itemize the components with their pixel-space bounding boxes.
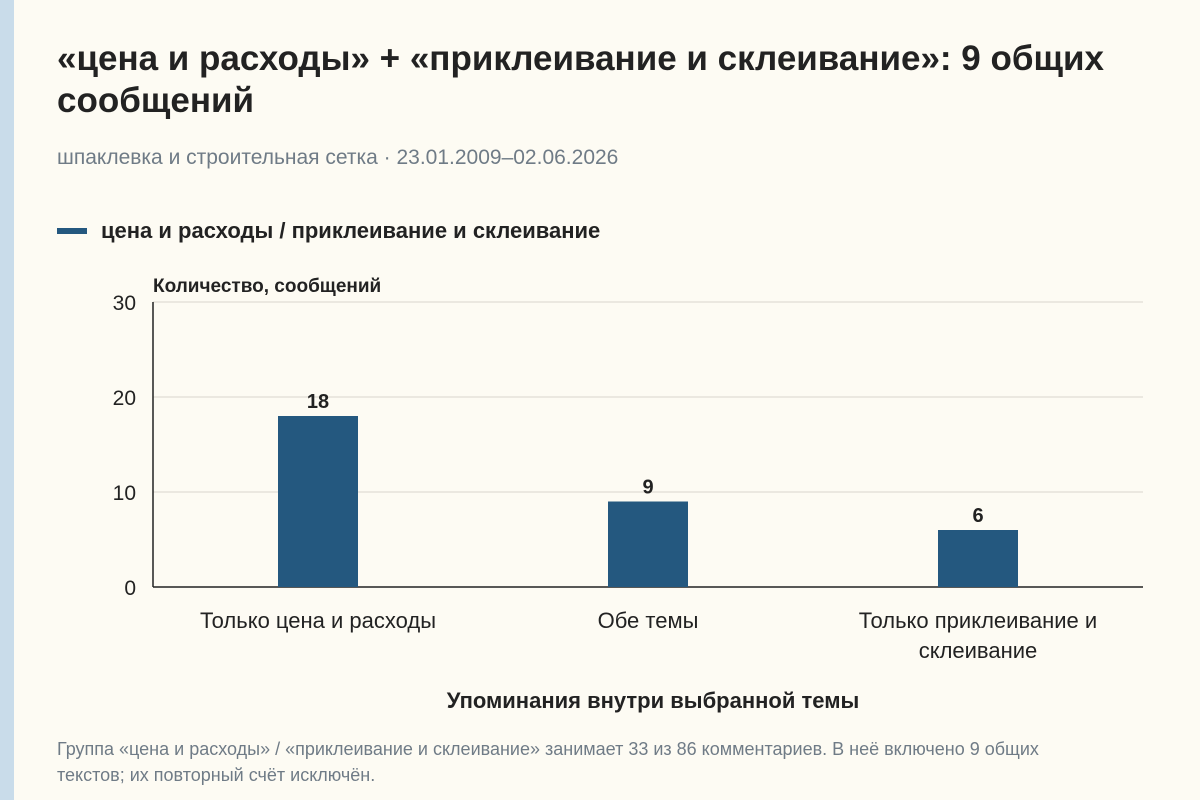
bar [278, 416, 358, 587]
data-label: 18 [307, 391, 329, 413]
left-accent-strip [0, 0, 14, 800]
x-tick-label: Только приклеивание и склеивание [859, 608, 1097, 663]
legend-label: цена и расходы / приклеивание и склеиван… [101, 218, 601, 243]
y-tick-label: 20 [113, 387, 136, 410]
chart-title: «цена и расходы» + «приклеивание и склеи… [57, 39, 1104, 120]
bar [608, 501, 688, 587]
legend-swatch [57, 228, 87, 234]
bar-chart: 0 10 20 30 Количество, сообщений 18 Только цен… [113, 276, 1143, 713]
y-tick-label: 0 [124, 577, 136, 600]
y-axis-label: Количество, сообщений [153, 276, 381, 297]
x-tick-label: Только цена и расходы [200, 608, 436, 633]
x-axis-label: Упоминания внутри выбранной темы [447, 688, 860, 713]
data-label: 6 [972, 505, 983, 527]
bar [938, 530, 1018, 587]
footnote: Группа «цена и расходы» / «приклеивание … [57, 739, 1039, 785]
data-label: 9 [642, 477, 653, 499]
y-tick-label: 10 [113, 482, 136, 505]
y-tick-label: 30 [113, 292, 136, 315]
legend: цена и расходы / приклеивание и склеиван… [57, 218, 600, 244]
chart-subtitle: шпаклевка и строительная сетка · 23.01.2… [57, 146, 619, 169]
x-tick-label: Обе темы [598, 608, 699, 633]
